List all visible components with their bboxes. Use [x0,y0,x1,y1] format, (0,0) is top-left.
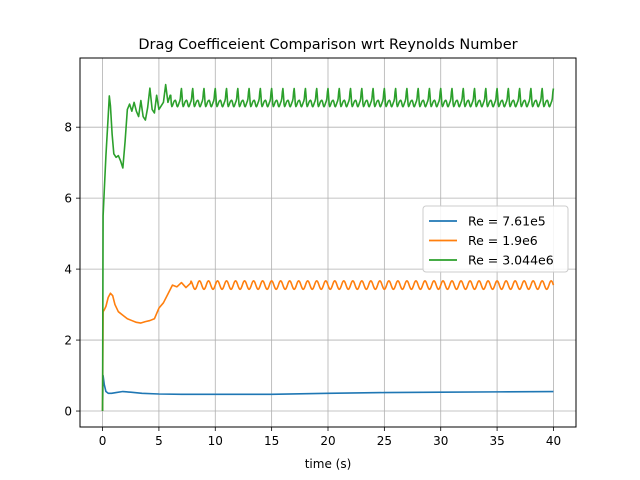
series-line-1 [101,374,554,412]
y-tick-label: 2 [64,334,72,348]
legend-label: Re = 3.044e6 [468,253,554,268]
chart-title: Drag Coefficeient Comparison wrt Reynold… [138,37,517,53]
y-tick-label: 8 [64,121,72,135]
x-tick-label: 25 [377,434,392,448]
x-tick-label: 5 [155,434,163,448]
y-tick-label: 4 [64,263,72,277]
x-tick-label: 35 [489,434,504,448]
x-tick-label: 15 [264,434,279,448]
legend: Re = 7.61e5 Re = 1.9e6 Re = 3.044e6 [422,205,569,273]
x-tick-label: 10 [208,434,223,448]
grid [80,58,576,427]
x-tick-label: 0 [99,434,107,448]
x-tick-label: 20 [320,434,335,448]
legend-box [422,205,569,273]
series-line-3 [101,83,555,412]
series-line-2 [101,280,555,412]
x-axis-label: time (s) [305,457,352,471]
series-lines [101,83,555,412]
y-tick-label: 0 [64,405,72,419]
x-tick-label: 30 [433,434,448,448]
axis-ticks: 0 5 10 15 20 25 30 35 40 0 2 4 6 8 [64,121,561,448]
legend-label: Re = 7.61e5 [468,214,546,229]
legend-label: Re = 1.9e6 [468,233,538,248]
y-tick-label: 6 [64,192,72,206]
x-tick-label: 40 [546,434,561,448]
